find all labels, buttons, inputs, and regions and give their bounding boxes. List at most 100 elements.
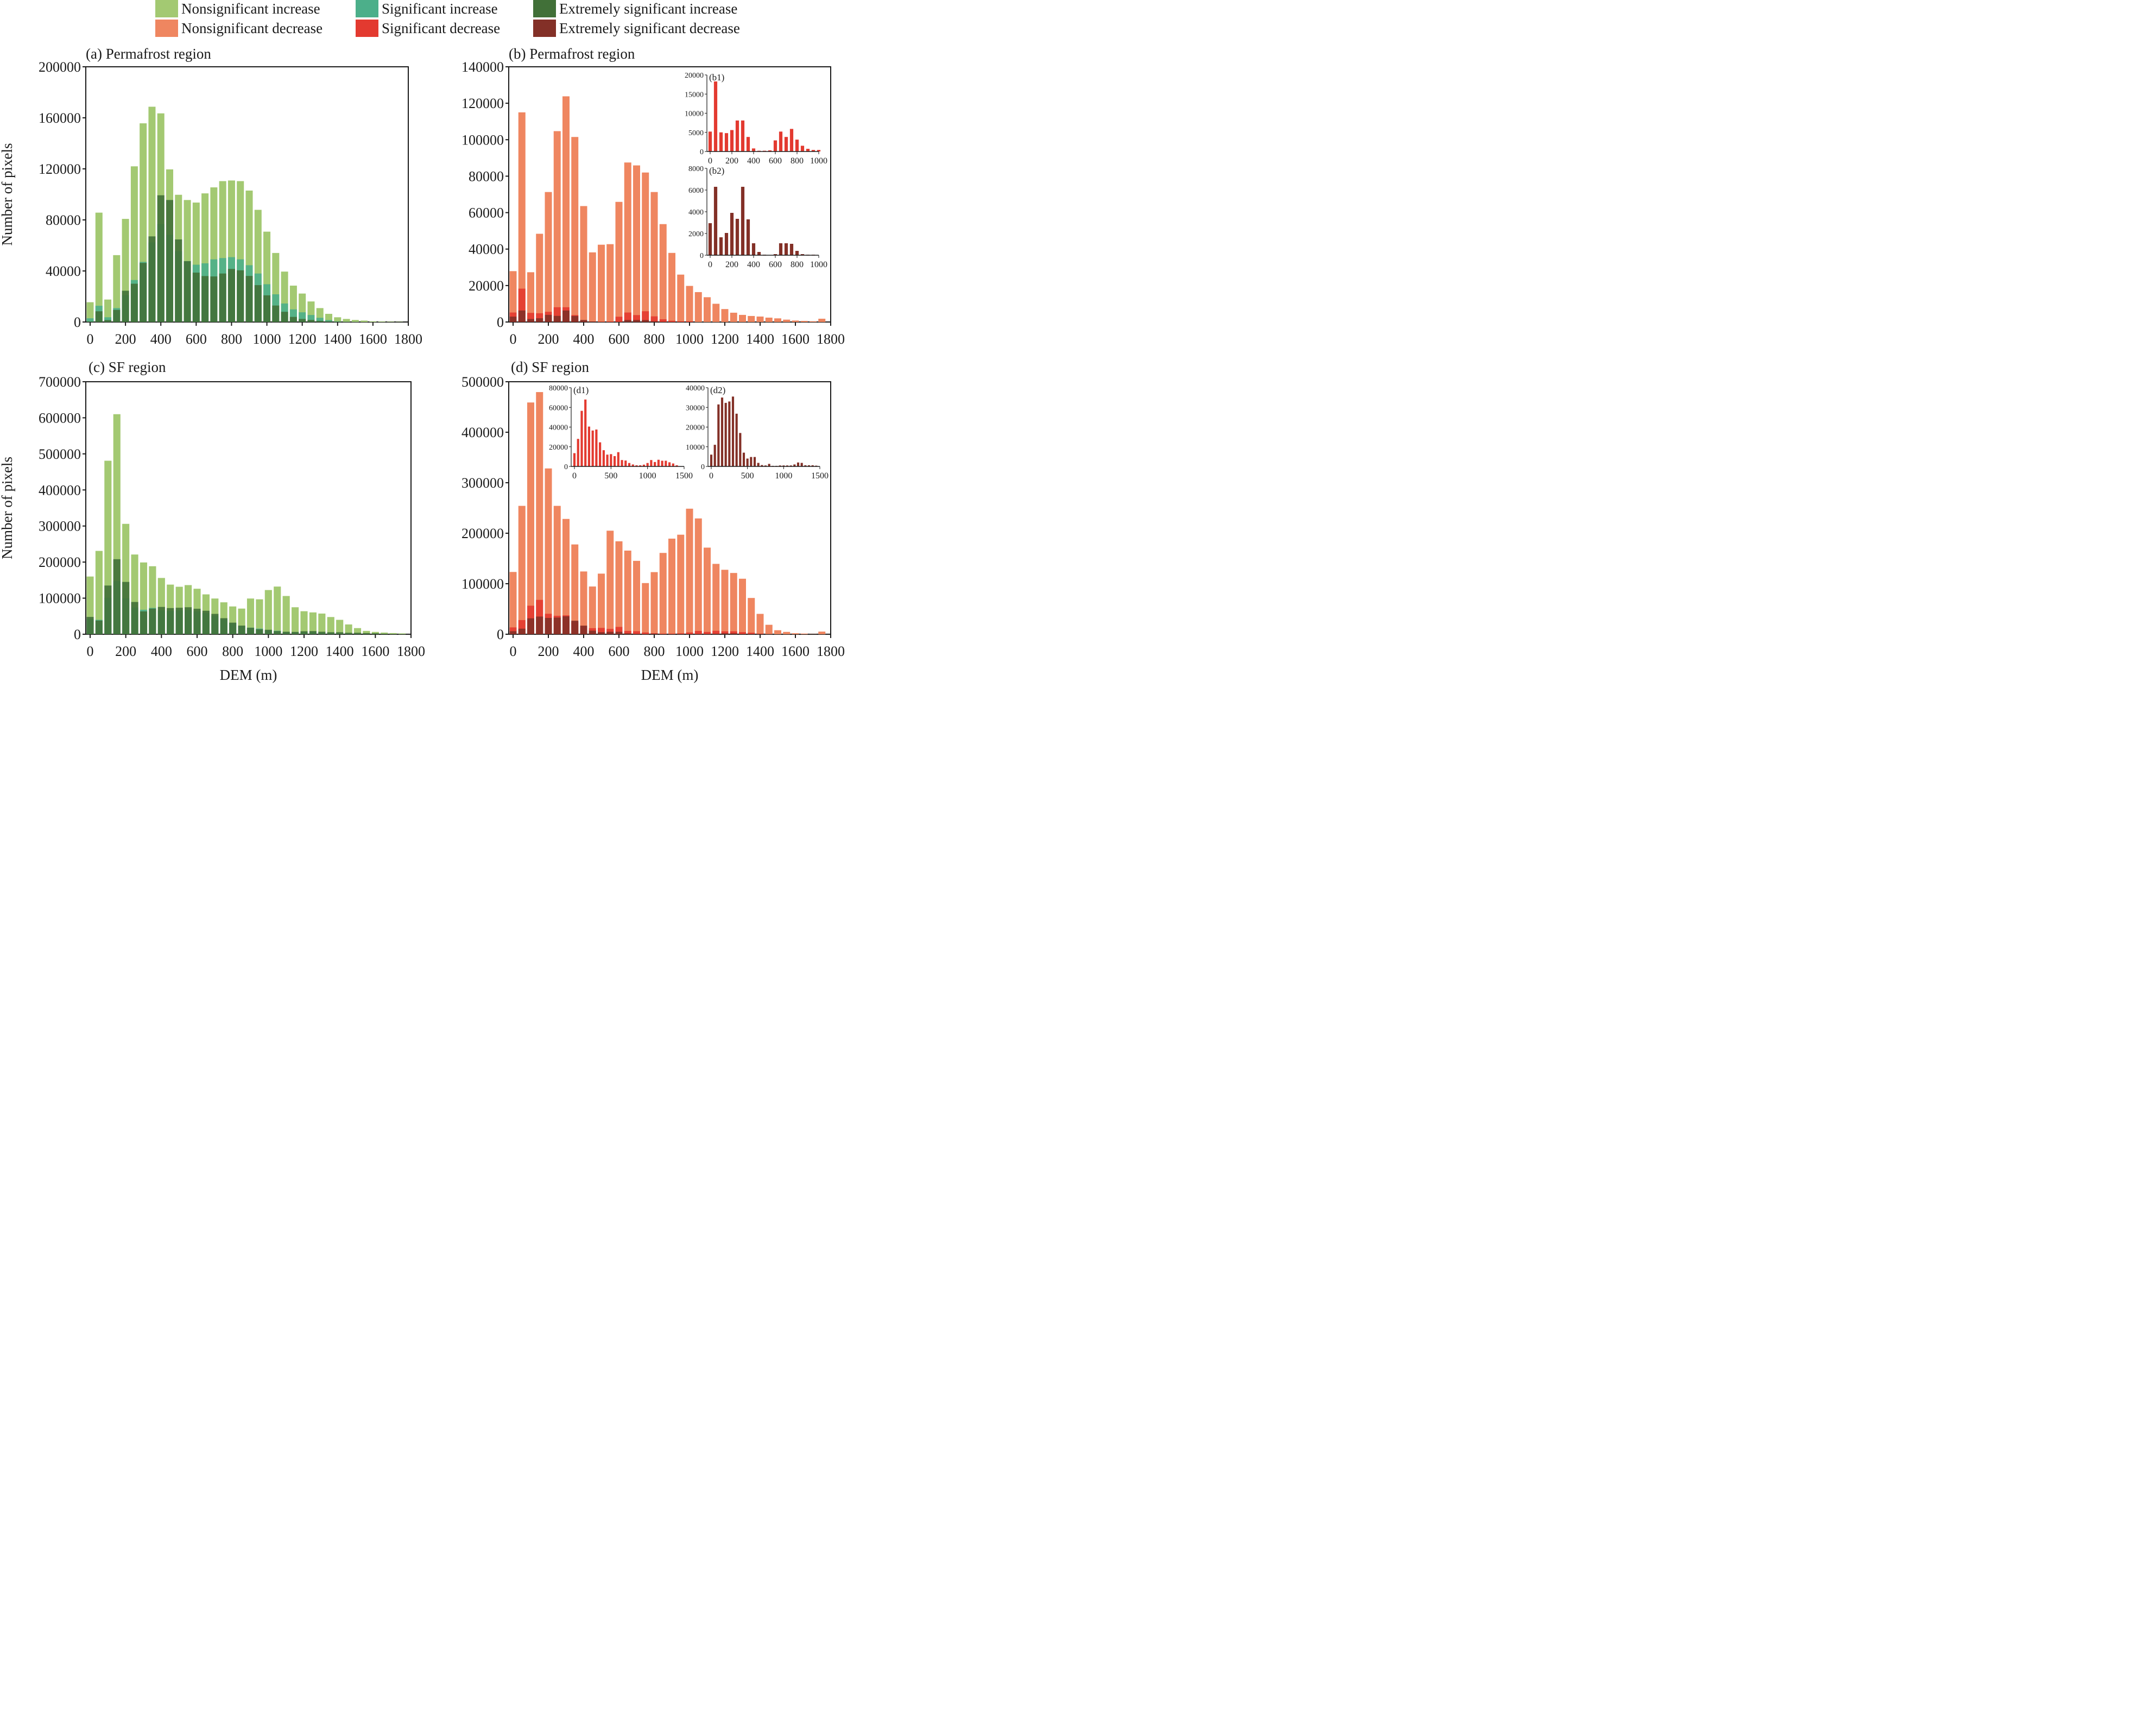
bar (166, 200, 174, 322)
bar (717, 404, 720, 466)
bar (387, 321, 394, 322)
bar (292, 632, 299, 634)
bar (606, 244, 614, 322)
bar (811, 150, 815, 151)
legend-label: Significant increase (382, 0, 498, 17)
inset-b2: 0 2000 4000 6000 8000 0 200 400 600 800 1000 (b2) (688, 165, 827, 269)
y-tick-label: 0 (497, 314, 504, 330)
bar (104, 299, 112, 322)
y-tick-label: 6000 (688, 187, 704, 195)
bar (584, 399, 587, 466)
bar (536, 233, 543, 322)
bar (800, 254, 805, 255)
bar (606, 632, 614, 634)
y-tick-label: 40000 (46, 263, 81, 279)
bar (654, 462, 656, 466)
x-tick-label: 1800 (817, 643, 845, 659)
y-tick-label: 0 (564, 463, 568, 471)
y-tick-label: 20000 (686, 424, 705, 432)
bar (731, 396, 735, 466)
x-tick-label: 0 (510, 331, 517, 347)
bar (104, 317, 112, 322)
bar (795, 140, 799, 151)
bar (621, 460, 623, 466)
x-tick-label: 1000 (675, 331, 704, 347)
x-tick-label: 1600 (781, 331, 810, 347)
y-tick-label: 0 (700, 252, 704, 260)
bar (509, 631, 517, 634)
bar (292, 607, 299, 634)
bar (246, 628, 255, 634)
bar (545, 468, 552, 634)
x-tick-label: 1000 (675, 643, 704, 659)
bar (327, 617, 334, 634)
bar (746, 219, 750, 255)
x-tick-label: 1500 (675, 471, 693, 481)
bar (657, 459, 660, 466)
bar (735, 120, 739, 151)
y-tick-label: 300000 (461, 475, 504, 491)
bar (746, 137, 750, 151)
bar (677, 321, 685, 322)
legend-swatch (155, 20, 178, 37)
bar (615, 541, 623, 634)
bar (635, 465, 638, 466)
bar (806, 149, 810, 151)
bar (615, 201, 623, 322)
bar (95, 551, 103, 634)
legend-item-nonsignificant-increase: Nonsignificant increase (155, 0, 320, 17)
bar (336, 632, 344, 634)
bar (334, 321, 342, 322)
bar (748, 598, 755, 634)
bar (509, 572, 517, 634)
bar (730, 573, 737, 634)
bar (122, 582, 130, 634)
bar (553, 506, 561, 634)
y-tick-label: 500000 (39, 446, 81, 462)
bar (708, 223, 712, 255)
bar (351, 320, 359, 322)
panel-title: (a) Permafrost region (86, 46, 211, 62)
bar (378, 321, 385, 322)
bar (589, 252, 596, 322)
y-tick-label: 160000 (39, 110, 81, 126)
bar (642, 583, 649, 634)
bar (299, 319, 306, 322)
bar (730, 633, 737, 634)
bar (227, 269, 235, 322)
panel-title: (d) SF region (511, 359, 589, 375)
bar (721, 631, 729, 634)
inset-d2: 0 10000 20000 30000 40000 0 500 1000 1500 (d2) (686, 384, 829, 481)
bar (580, 206, 587, 322)
bar (789, 244, 794, 255)
bar (764, 465, 767, 466)
bar (739, 578, 746, 634)
bar (157, 607, 165, 634)
bar (264, 590, 272, 634)
bar (768, 150, 772, 151)
bar (807, 465, 811, 466)
bar (325, 320, 333, 322)
bar (686, 321, 693, 322)
bar (363, 630, 370, 634)
y-tick-label: 0 (701, 463, 705, 471)
inset-label: (b2) (709, 166, 724, 176)
bar (167, 608, 174, 634)
bar (345, 633, 352, 634)
y-tick-label: 400000 (39, 482, 81, 498)
bar (765, 624, 773, 634)
bar (175, 608, 183, 634)
bar (650, 316, 658, 322)
panel-title: (b) Permafrost region (509, 46, 635, 62)
bar (713, 445, 716, 466)
bar (735, 413, 738, 466)
bar (527, 319, 534, 322)
x-tick-label: 1400 (326, 643, 354, 659)
panel-c: 0 100000 200000 300000 400000 500000 600000 700… (0, 359, 425, 683)
legend-item-significant-increase: Significant increase (356, 0, 498, 17)
legend-label: Extremely significant increase (559, 0, 738, 17)
inset-d1: 0 20000 40000 60000 80000 0 500 1000 1500 (d1) (549, 384, 693, 481)
bar (281, 312, 288, 322)
bar (665, 460, 667, 466)
bar (518, 628, 526, 634)
